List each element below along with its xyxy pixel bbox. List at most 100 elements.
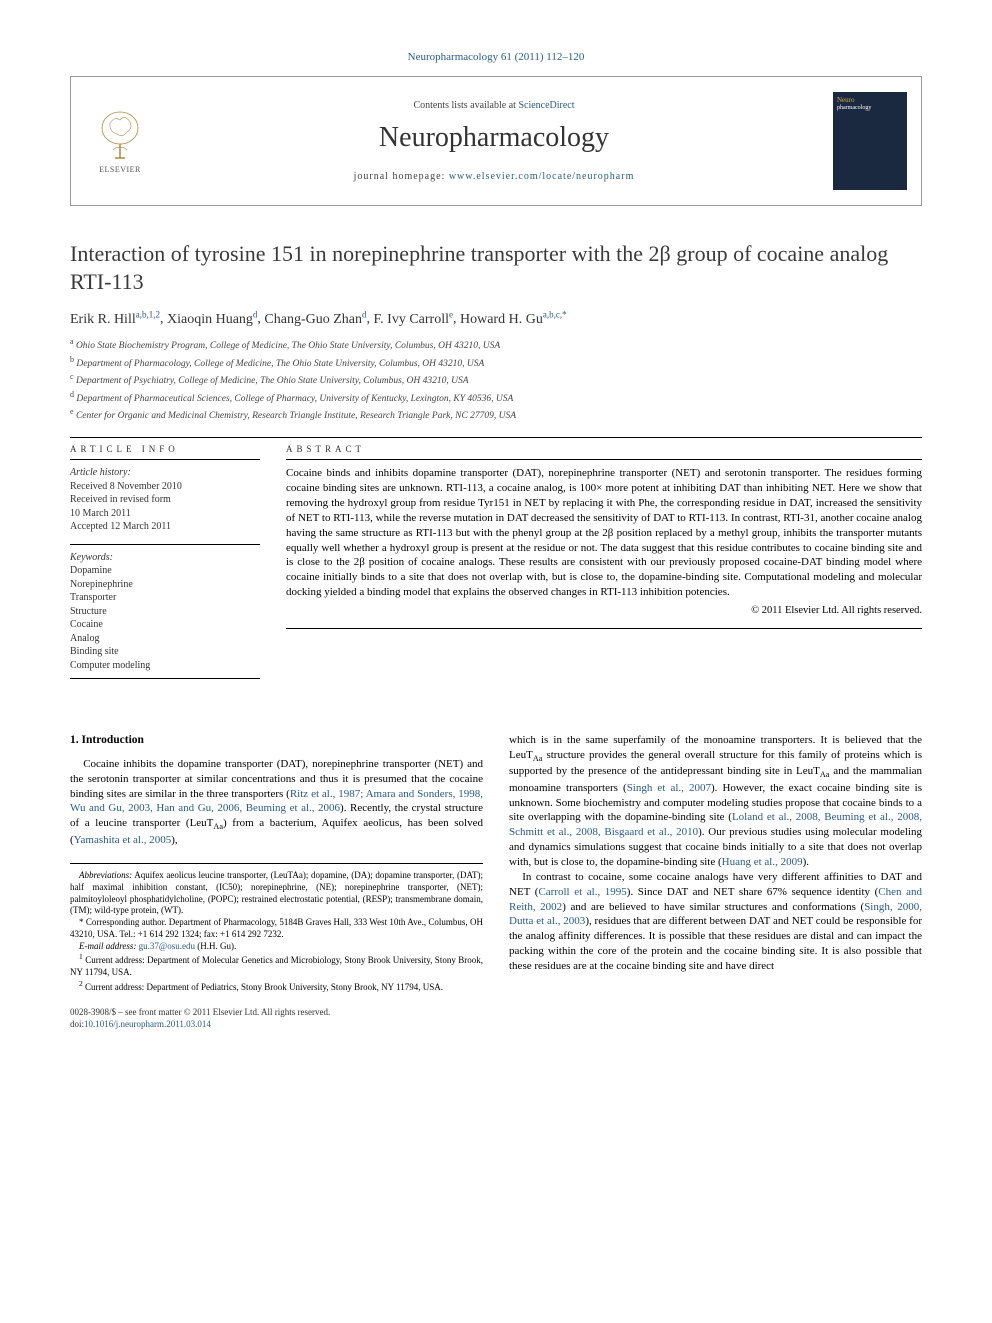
history-label: Article history: <box>70 467 131 478</box>
email-line: E-mail address: gu.37@osu.edu (H.H. Gu). <box>70 941 483 953</box>
text: ). Since DAT and NET share 67% sequence … <box>627 886 878 898</box>
footnote-sup: 2 <box>79 979 83 988</box>
abbrev-text: Aquifex aeolicus leucine transporter, (L… <box>70 870 483 915</box>
citation-link[interactable]: Singh et al., 2007 <box>627 782 711 794</box>
contents-line: Contents lists available at ScienceDirec… <box>155 99 833 112</box>
keyword: Binding site <box>70 646 119 657</box>
author-name: Chang-Guo Zhan <box>264 312 362 327</box>
citation-link[interactable]: Huang et al., 2009 <box>722 856 803 868</box>
author-affil-link[interactable]: e <box>449 309 453 319</box>
affiliation-b: b Department of Pharmacology, College of… <box>70 355 922 371</box>
email-suffix: (H.H. Gu). <box>195 941 236 951</box>
affil-key: c <box>70 372 74 381</box>
keywords-label: Keywords: <box>70 552 113 563</box>
revised-label: Received in revised form <box>70 494 171 505</box>
author-3: Chang-Guo Zhand <box>264 312 366 327</box>
footnote-1: 1 Current address: Department of Molecul… <box>70 952 483 978</box>
citation-line: Neuropharmacology 61 (2011) 112–120 <box>70 50 922 64</box>
subscript: Aa <box>533 754 543 763</box>
affil-key: e <box>70 407 74 416</box>
footnotes: Abbreviations: Aquifex aeolicus leucine … <box>70 863 483 993</box>
homepage-line: journal homepage: www.elsevier.com/locat… <box>155 170 833 183</box>
footnote-text: Current address: Department of Molecular… <box>70 955 483 977</box>
abstract-rule <box>286 459 922 460</box>
author-2: Xiaoqin Huangd <box>167 312 257 327</box>
doi-link[interactable]: 10.1016/j.neuropharm.2011.03.014 <box>84 1019 211 1029</box>
abstract-copyright: © 2011 Elsevier Ltd. All rights reserved… <box>286 604 922 618</box>
elsevier-logo: ELSEVIER <box>85 108 155 175</box>
email-link[interactable]: gu.37@osu.edu <box>139 941 195 951</box>
author-4: F. Ivy Carrolle <box>374 312 453 327</box>
header-center: Contents lists available at ScienceDirec… <box>155 99 833 183</box>
affil-text: Ohio State Biochemistry Program, College… <box>76 341 500 351</box>
abstract-head: ABSTRACT <box>286 444 922 456</box>
sciencedirect-link[interactable]: ScienceDirect <box>518 100 574 111</box>
author-name: F. Ivy Carroll <box>374 312 449 327</box>
article-info-head: ARTICLE INFO <box>70 444 260 456</box>
footnote-2: 2 Current address: Department of Pediatr… <box>70 979 483 994</box>
cover-title-2: pharmacology <box>837 105 903 113</box>
corr-label: * Corresponding author. <box>79 917 166 927</box>
intro-para-3: In contrast to cocaine, some cocaine ana… <box>509 870 922 974</box>
received-date: Received 8 November 2010 <box>70 481 182 492</box>
abstract-text: Cocaine binds and inhibits dopamine tran… <box>286 466 922 600</box>
intro-para-1: Cocaine inhibits the dopamine transporte… <box>70 757 483 848</box>
revised-date: 10 March 2011 <box>70 508 131 519</box>
keyword: Analog <box>70 633 99 644</box>
info-rule-3 <box>70 678 260 679</box>
abstract-column: ABSTRACT Cocaine binds and inhibits dopa… <box>286 444 922 686</box>
citation-link[interactable]: Carroll et al., 1995 <box>538 886 626 898</box>
text: ), <box>171 834 177 846</box>
abstract-rule-bottom <box>286 628 922 629</box>
author-affil-link[interactable]: a,b,1,2 <box>136 309 160 319</box>
cover-title-1: Neuro <box>837 96 903 105</box>
accepted-date: Accepted 12 March 2011 <box>70 521 171 532</box>
homepage-link[interactable]: www.elsevier.com/locate/neuropharm <box>449 171 635 182</box>
keyword: Cocaine <box>70 619 103 630</box>
journal-cover-thumbnail: Neuro pharmacology <box>833 92 907 190</box>
footer-left: 0028-3908/$ – see front matter © 2011 El… <box>70 1007 330 1030</box>
affiliation-list: a Ohio State Biochemistry Program, Colle… <box>70 337 922 423</box>
article-info-column: ARTICLE INFO Article history: Received 8… <box>70 444 260 686</box>
text: ) and are believed to have similar struc… <box>562 901 864 913</box>
author-list: Erik R. Hilla,b,1,2, Xiaoqin Huangd, Cha… <box>70 309 922 329</box>
author-5: Howard H. Gua,b,c,* <box>460 312 567 327</box>
rule-top <box>70 437 922 438</box>
subscript: Aa <box>213 822 223 831</box>
affil-key: b <box>70 355 74 364</box>
author-affil-link[interactable]: d <box>253 309 258 319</box>
info-rule-2 <box>70 544 260 545</box>
keyword: Transporter <box>70 592 116 603</box>
citation-link[interactable]: Yamashita et al., 2005 <box>74 834 172 846</box>
affiliation-d: d Department of Pharmaceutical Sciences,… <box>70 390 922 406</box>
doi-label: doi: <box>70 1019 84 1029</box>
author-name: Howard H. Gu <box>460 312 543 327</box>
affil-key: a <box>70 337 74 346</box>
email-label: E-mail address: <box>79 941 139 951</box>
affil-key: d <box>70 390 74 399</box>
article-history: Article history: Received 8 November 201… <box>70 466 260 534</box>
affil-text: Department of Pharmaceutical Sciences, C… <box>76 394 513 404</box>
body-col-left: 1. Introduction Cocaine inhibits the dop… <box>70 733 483 993</box>
footer: 0028-3908/$ – see front matter © 2011 El… <box>70 1007 922 1030</box>
body-columns: 1. Introduction Cocaine inhibits the dop… <box>70 733 922 993</box>
subscript: Aa <box>820 771 830 780</box>
info-rule-1 <box>70 459 260 460</box>
intro-para-2: which is in the same superfamily of the … <box>509 733 922 870</box>
keywords-block: Keywords: Dopamine Norepinephrine Transp… <box>70 551 260 673</box>
elsevier-tree-icon <box>95 108 145 163</box>
affil-text: Department of Pharmacology, College of M… <box>76 359 484 369</box>
journal-header: ELSEVIER Contents lists available at Sci… <box>70 76 922 206</box>
affiliation-c: c Department of Psychiatry, College of M… <box>70 372 922 388</box>
author-affil-link[interactable]: d <box>362 309 367 319</box>
author-affil-link[interactable]: a,b,c,* <box>543 309 567 319</box>
intro-heading: 1. Introduction <box>70 733 483 749</box>
author-1: Erik R. Hilla,b,1,2 <box>70 312 160 327</box>
corresponding-author: * Corresponding author. Department of Ph… <box>70 917 483 940</box>
text: ). <box>803 856 809 868</box>
author-name: Erik R. Hill <box>70 312 136 327</box>
elsevier-label: ELSEVIER <box>99 165 141 175</box>
homepage-prefix: journal homepage: <box>354 171 449 182</box>
journal-name: Neuropharmacology <box>155 120 833 156</box>
affiliation-a: a Ohio State Biochemistry Program, Colle… <box>70 337 922 353</box>
